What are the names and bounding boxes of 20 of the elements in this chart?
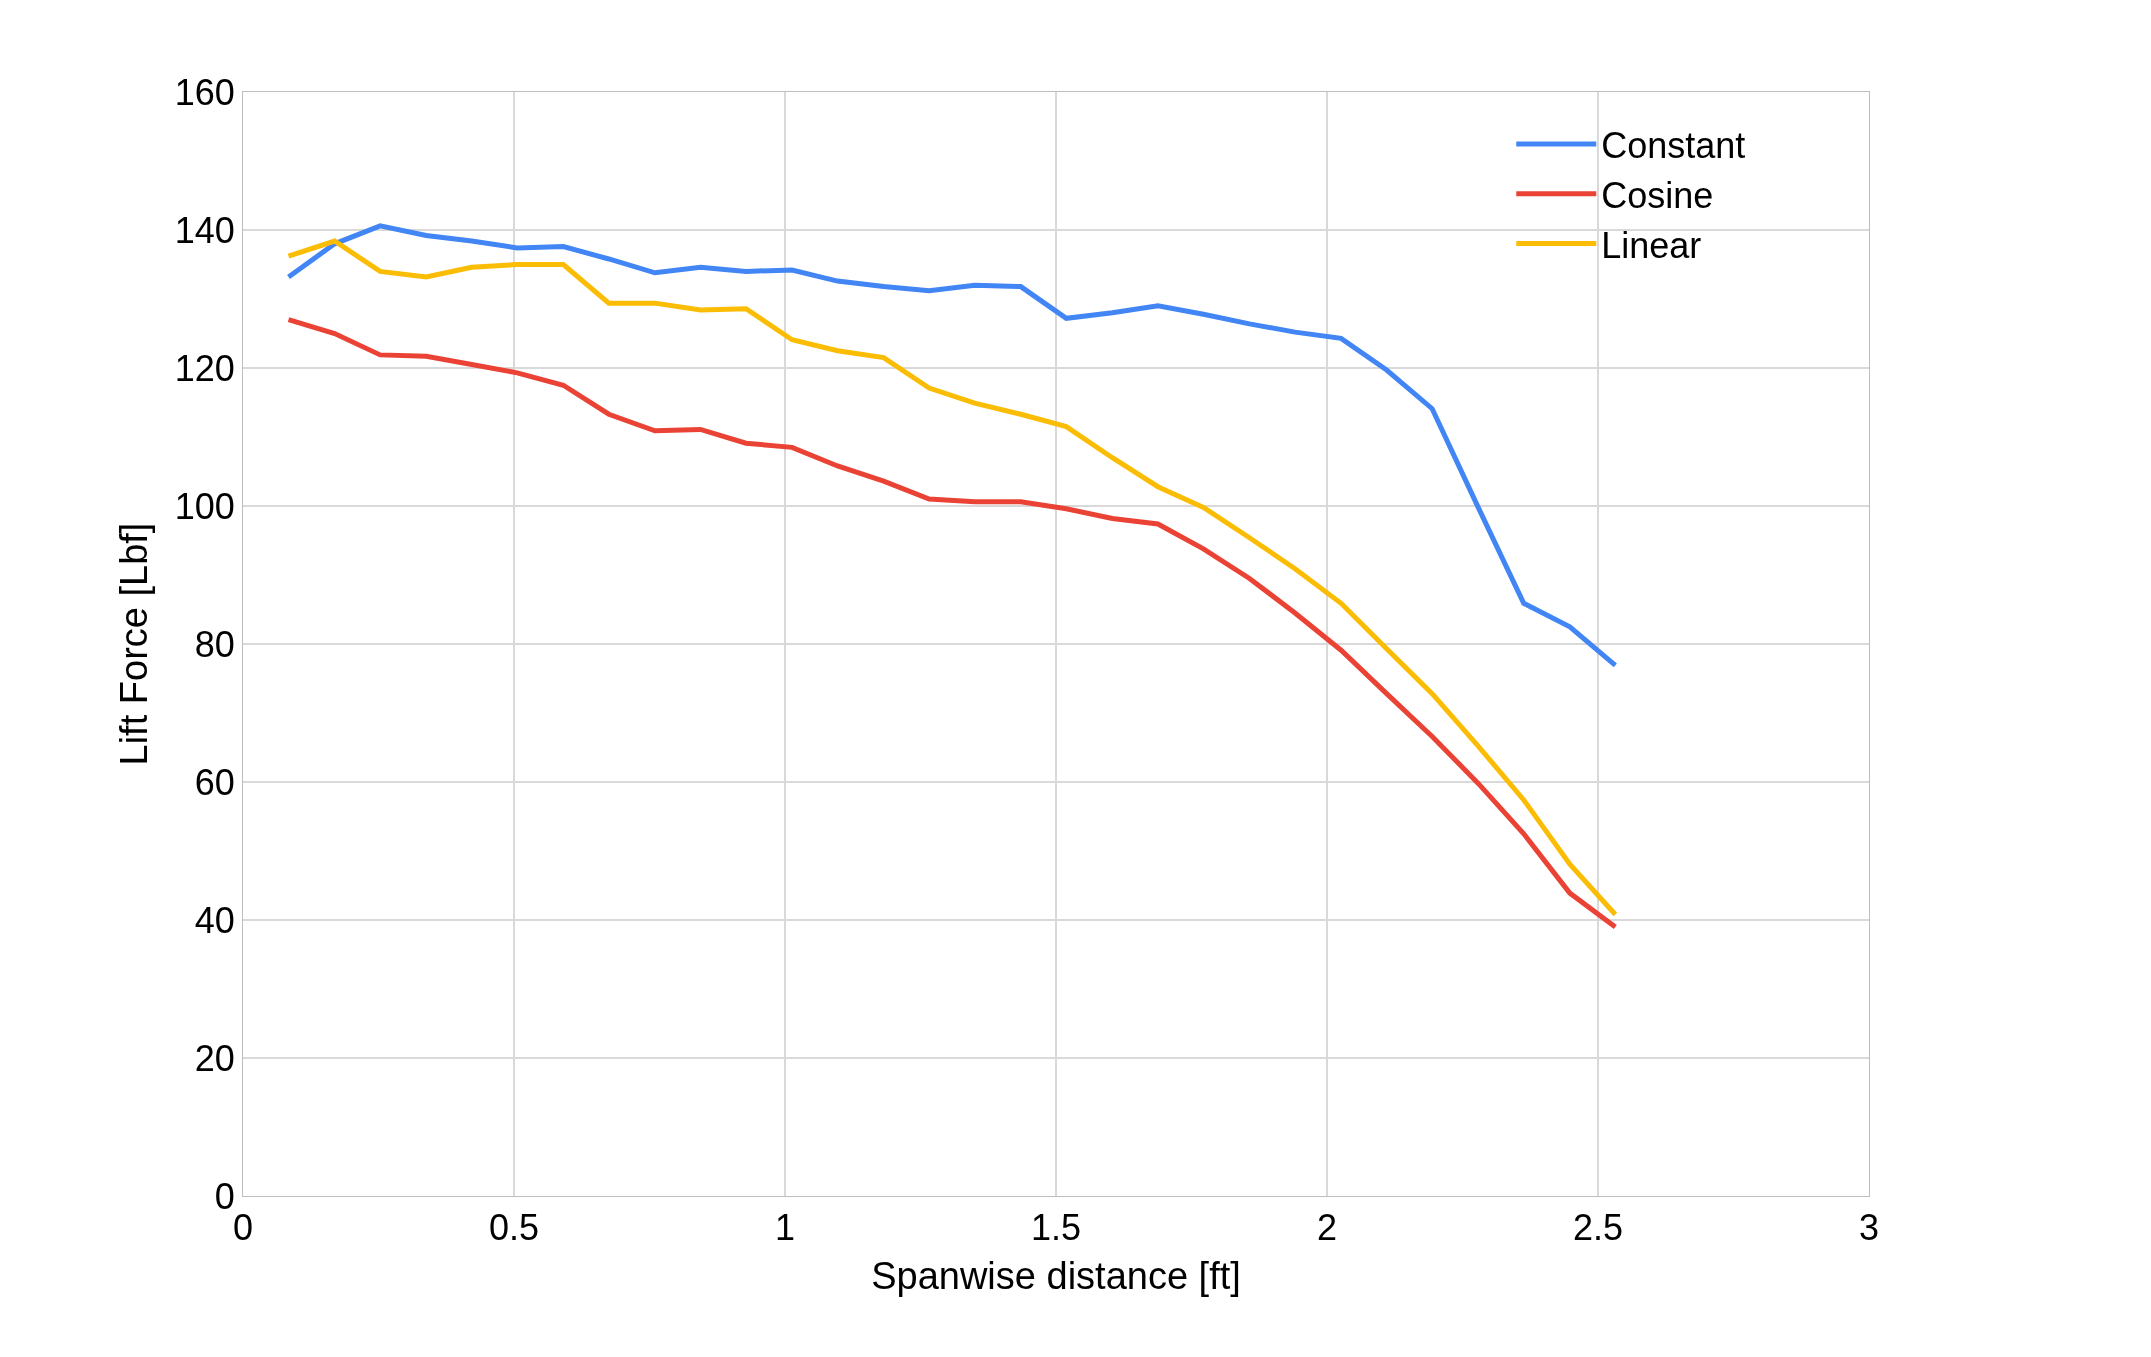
y-tick-label: 60 xyxy=(194,761,235,803)
y-axis-title: Lift Force [Lbf] xyxy=(112,522,155,766)
y-tick-label: 100 xyxy=(174,485,235,527)
y-tick-label: 20 xyxy=(194,1037,235,1079)
x-tick-label: 3 xyxy=(1858,1207,1880,1249)
x-tick-label: 1 xyxy=(774,1207,796,1249)
legend-label: Constant xyxy=(1601,125,1746,167)
y-tick-label: 140 xyxy=(174,209,235,251)
y-tick-label: 120 xyxy=(174,347,235,389)
y-tick-label: 160 xyxy=(174,71,235,113)
y-tick-label: 80 xyxy=(194,623,235,665)
x-tick-label: 0.5 xyxy=(488,1207,540,1249)
legend-label: Linear xyxy=(1601,224,1702,266)
legend-label: Cosine xyxy=(1601,174,1714,216)
x-tick-label: 1.5 xyxy=(1030,1207,1082,1249)
x-tick-label: 2 xyxy=(1316,1207,1338,1249)
x-tick-label: 2.5 xyxy=(1572,1207,1624,1249)
y-tick-label: 40 xyxy=(194,899,235,941)
x-axis-title: Spanwise distance [ft] xyxy=(871,1255,1241,1298)
y-tick-label: 0 xyxy=(214,1175,235,1217)
